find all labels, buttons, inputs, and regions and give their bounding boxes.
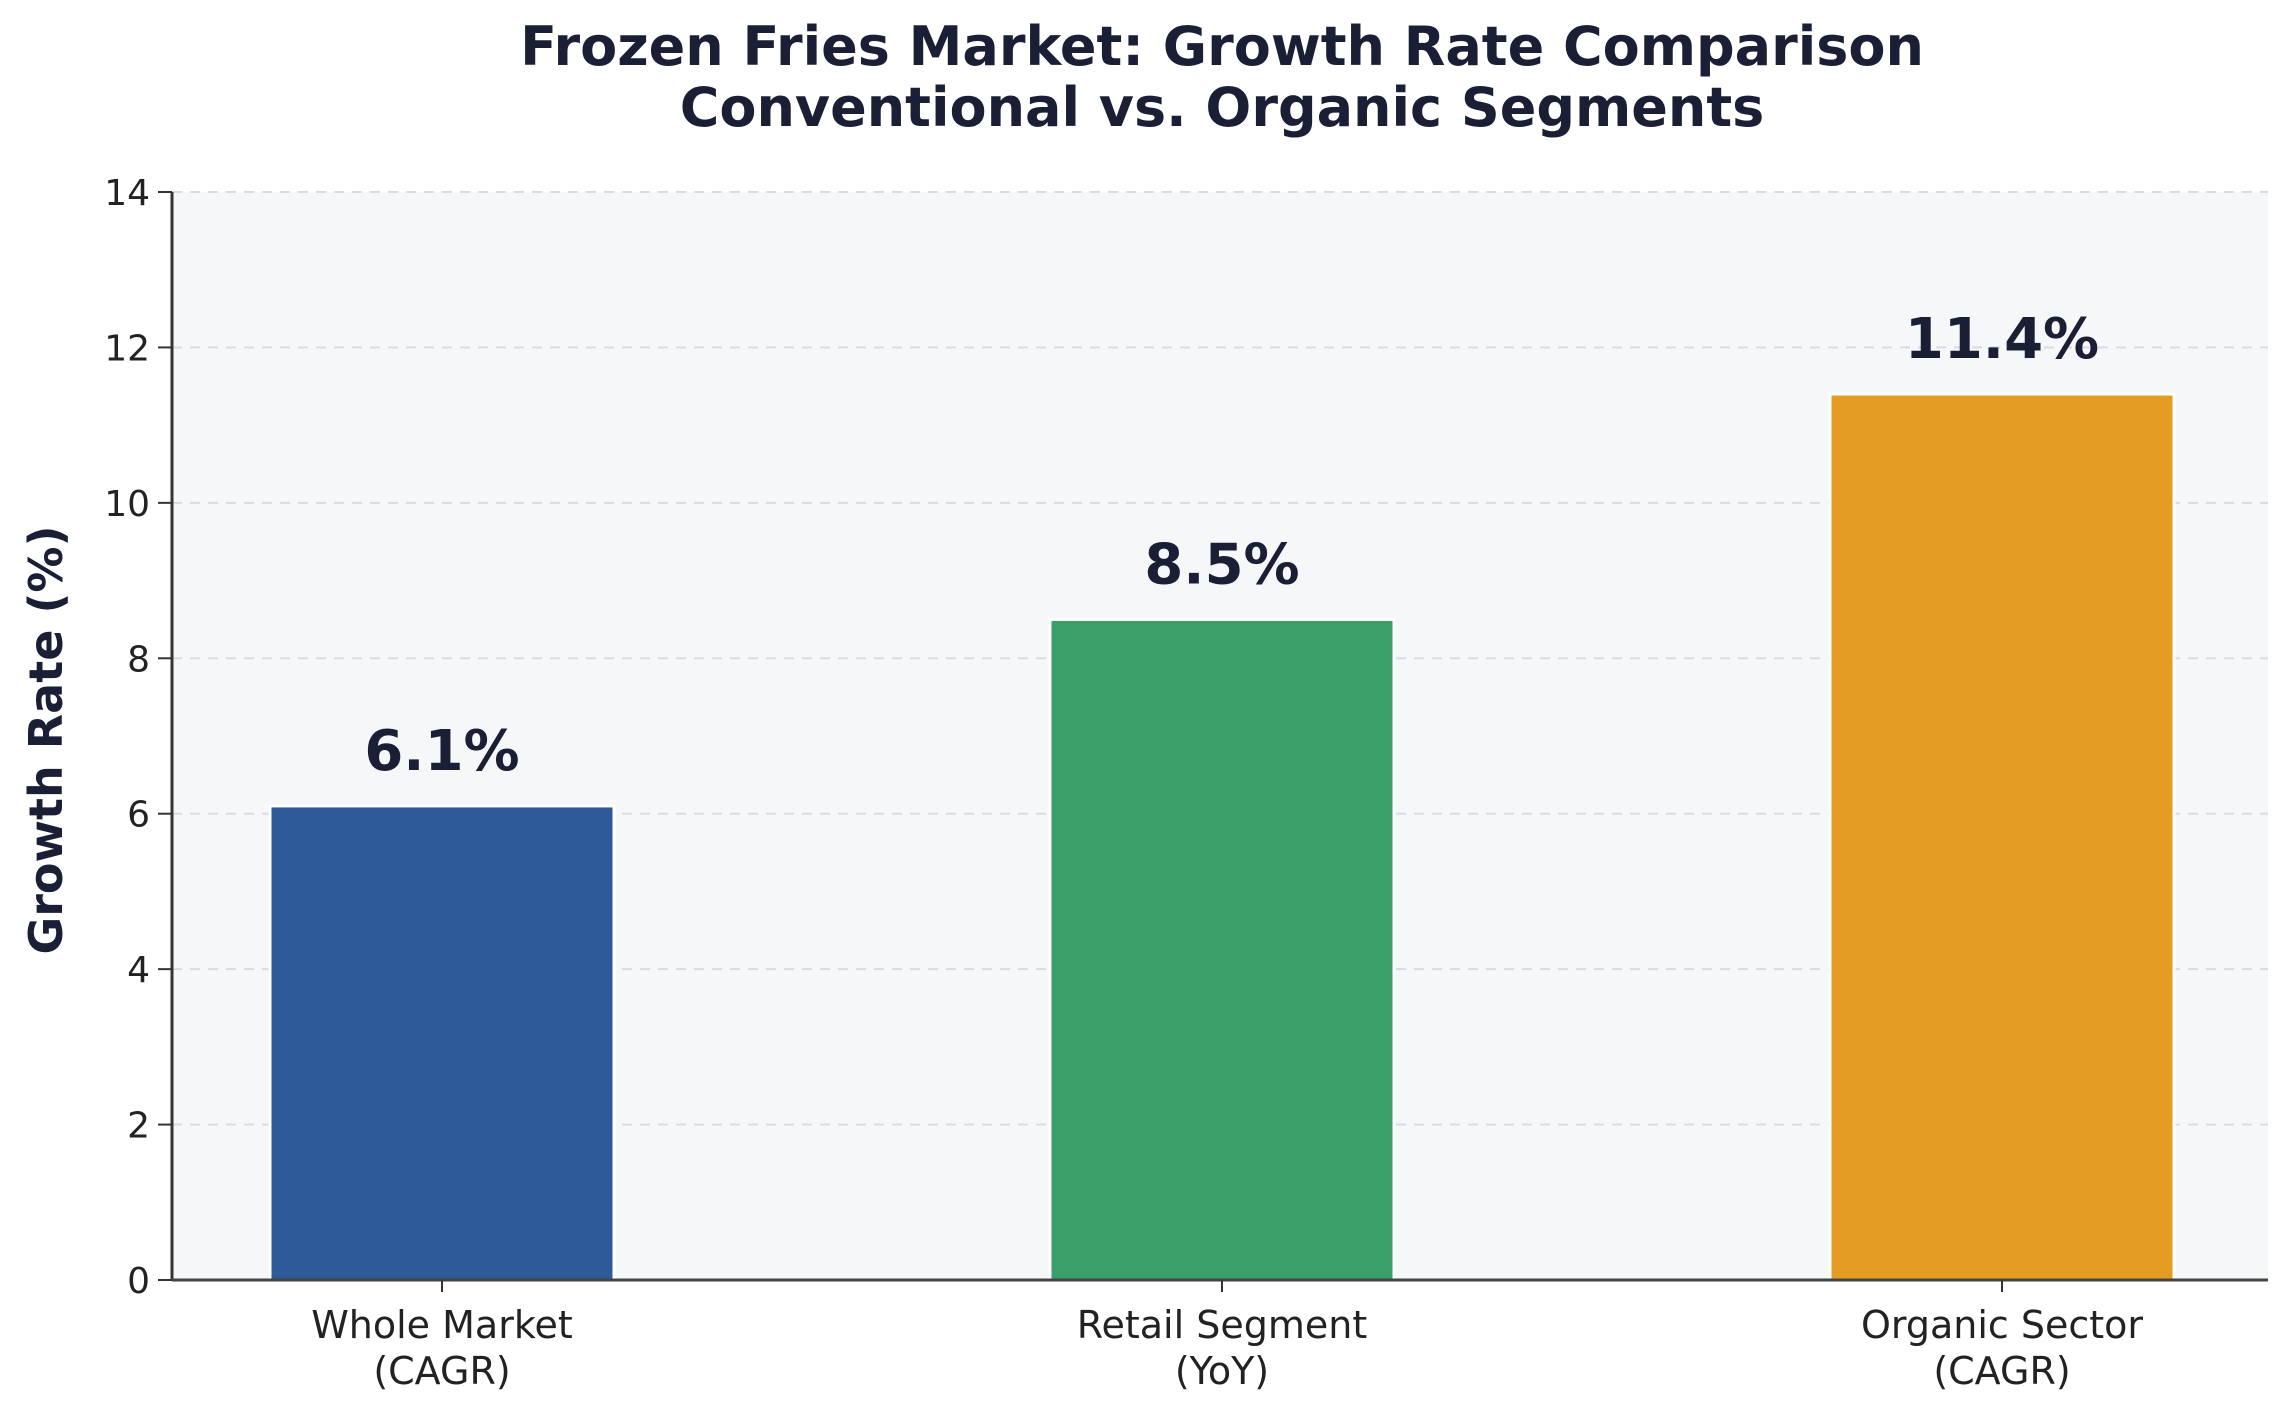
bar <box>1048 617 1396 1282</box>
y-tick-label: 4 <box>127 950 150 991</box>
y-tick-label: 12 <box>104 328 150 369</box>
category-label: Organic Sector <box>1861 1303 2143 1347</box>
category-label: Whole Market <box>311 1303 573 1347</box>
y-tick-label: 2 <box>127 1106 150 1147</box>
value-label: 6.1% <box>364 719 519 784</box>
category-label: Retail Segment <box>1077 1303 1367 1347</box>
category-label: (CAGR) <box>1933 1349 2070 1393</box>
value-label: 8.5% <box>1144 532 1299 597</box>
value-label: 11.4% <box>1905 307 2099 372</box>
y-tick-label: 0 <box>127 1261 150 1302</box>
y-axis-ticks: 0 2 4 6 8 10 12 14 <box>104 173 172 1302</box>
chart-title-line-2: Conventional vs. Organic Segments <box>680 76 1765 139</box>
y-tick-label: 10 <box>104 484 150 525</box>
y-tick-label: 6 <box>127 795 150 836</box>
axes <box>170 192 2268 1282</box>
chart-title-line-1: Frozen Fries Market: Growth Rate Compari… <box>520 15 1924 78</box>
bar <box>268 804 616 1282</box>
x-axis-categories: Whole Market(CAGR)Retail Segment(YoY)Org… <box>311 1280 2143 1393</box>
chart-title: Frozen Fries Market: Growth Rate Compari… <box>520 15 1924 139</box>
y-tick-label: 14 <box>104 173 150 214</box>
bar <box>1828 392 2176 1282</box>
category-label: (CAGR) <box>373 1349 510 1393</box>
category-label: (YoY) <box>1175 1349 1269 1393</box>
y-tick-label: 8 <box>127 639 150 680</box>
bars <box>268 392 2176 1282</box>
value-labels: 6.1% 8.5% 11.4% <box>364 307 2099 784</box>
y-axis-label: Growth Rate (%) <box>19 525 73 954</box>
